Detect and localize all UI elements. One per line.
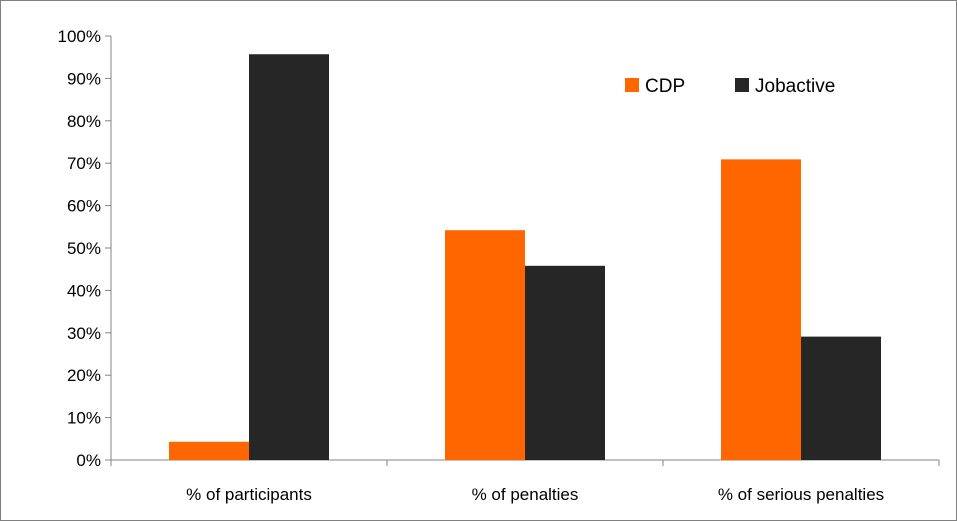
chart-bars <box>169 54 881 461</box>
legend-swatch <box>625 78 639 92</box>
y-tick-label: 20% <box>67 366 101 385</box>
x-tick-label: % of participants <box>186 485 312 504</box>
y-tick-label: 90% <box>67 69 101 88</box>
legend-label: Jobactive <box>755 76 835 97</box>
y-tick-label: 50% <box>67 239 101 258</box>
x-tick-label: % of serious penalties <box>718 485 884 504</box>
x-axis-ticks: % of participants % of penalties % of seri… <box>110 460 940 504</box>
y-axis-ticks: 0% 10% 20% 30% 40% 50% 60% 70% 80% 90% 100% <box>58 27 111 470</box>
legend-label: CDP <box>645 76 685 97</box>
y-tick-label: 30% <box>67 324 101 343</box>
bar-cdp-1 <box>169 441 249 460</box>
y-tick-label: 40% <box>67 281 101 300</box>
chart-legend: CDP Jobactive <box>625 76 835 97</box>
bar-cdp-3 <box>721 159 801 460</box>
y-tick-label: 70% <box>67 154 101 173</box>
bar-jobactive-3 <box>801 336 881 460</box>
bar-jobactive-1 <box>249 54 329 461</box>
x-tick-label: % of penalties <box>472 485 579 504</box>
y-tick-label: 0% <box>76 451 101 470</box>
bar-cdp-2 <box>445 230 525 460</box>
y-tick-label: 80% <box>67 112 101 131</box>
y-tick-label: 100% <box>58 27 101 46</box>
y-tick-label: 60% <box>67 197 101 216</box>
y-tick-label: 10% <box>67 409 101 428</box>
bar-jobactive-2 <box>525 265 605 460</box>
legend-swatch <box>735 78 749 92</box>
